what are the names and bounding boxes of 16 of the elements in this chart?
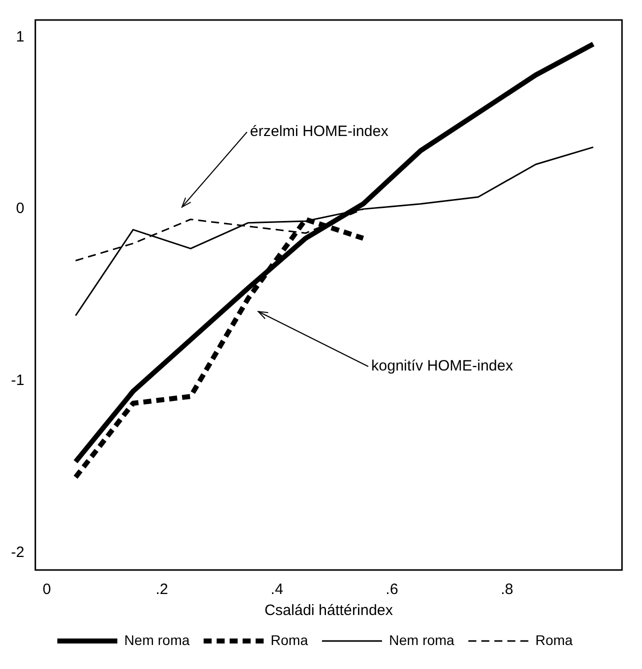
- legend-label: Roma: [535, 632, 573, 648]
- x-tick-label: 0: [42, 581, 52, 598]
- y-tick-label: -1: [10, 372, 24, 390]
- y-tick-label: -2: [10, 544, 24, 561]
- annotation: érzelmi HOME-index: [250, 123, 389, 140]
- annotation: kognitív HOME-index: [371, 358, 514, 375]
- x-tick-label: .6: [386, 581, 398, 598]
- legend-label: Nem roma: [124, 632, 190, 648]
- x-axis-title: Családi háttérindex: [264, 602, 394, 620]
- y-tick-label: 0: [16, 200, 24, 218]
- legend-label: Roma: [270, 632, 308, 648]
- x-tick-label: .4: [270, 581, 284, 598]
- x-tick-label: .8: [500, 581, 514, 598]
- x-tick-label: .2: [156, 581, 168, 598]
- legend-label: Nem roma: [389, 632, 455, 648]
- y-tick-label: 1: [16, 28, 24, 46]
